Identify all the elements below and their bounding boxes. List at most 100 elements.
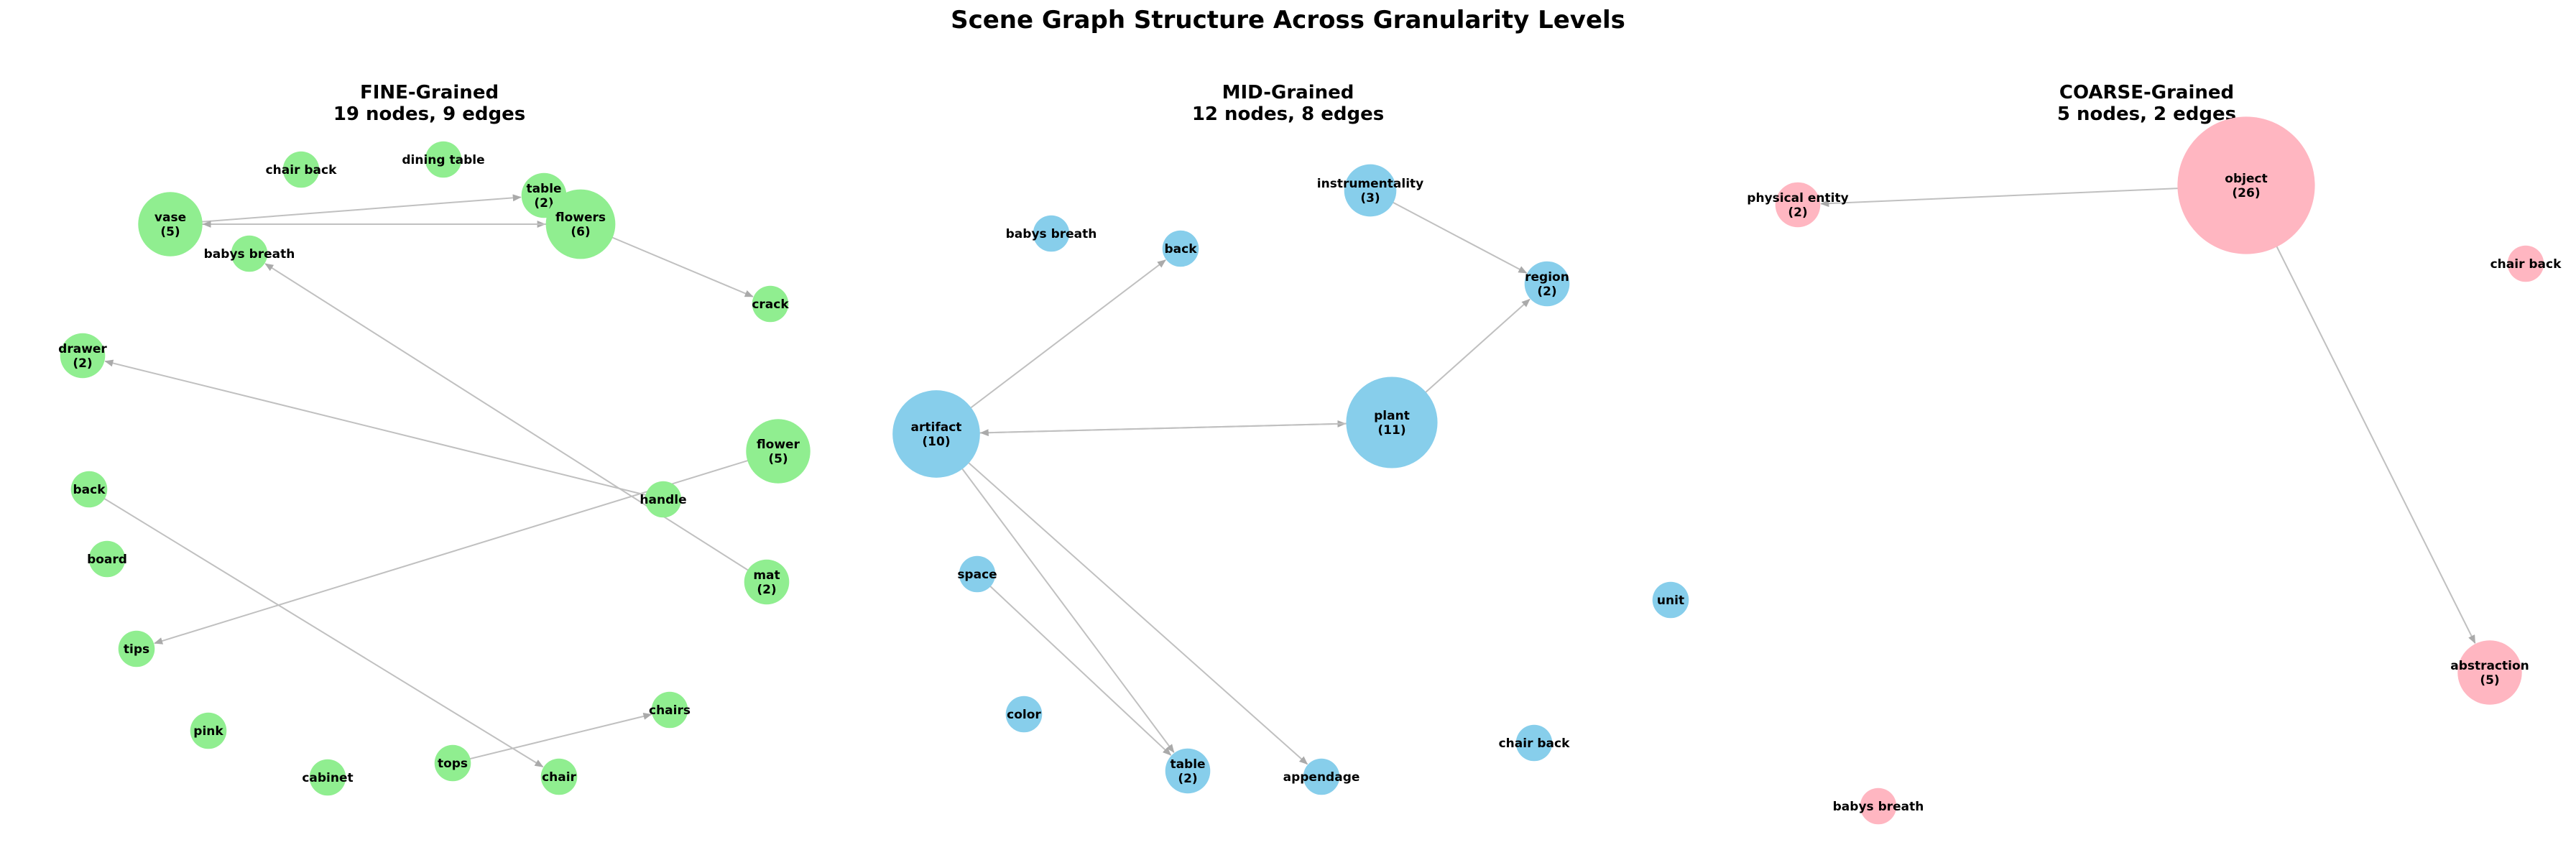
node-label-plant: plant (11)	[1374, 409, 1410, 438]
node-label-chair-back: chair back	[266, 163, 337, 177]
node-circle-chair-back	[1515, 724, 1553, 762]
node-drawer: drawer (2)	[58, 333, 107, 379]
node-mat: mat (2)	[744, 559, 790, 605]
edge-flower-to-tips	[154, 451, 779, 645]
node-object: object (26)	[2177, 116, 2315, 254]
node-label-babys-breath: babys breath	[204, 247, 295, 262]
node-label-mat: mat (2)	[753, 568, 780, 597]
node-label-chairs: chairs	[649, 703, 691, 718]
node-label-unit: unit	[1657, 593, 1684, 608]
node-label-pink: pink	[193, 724, 223, 739]
mid-panel-title: MID-Grained 12 nodes, 8 edges	[859, 82, 1717, 125]
node-chair-back: chair back	[2490, 245, 2562, 282]
node-circle-drawer	[60, 333, 106, 379]
node-back: back	[1162, 230, 1199, 267]
node-label-vase: vase (5)	[154, 211, 186, 239]
coarse-panel-title: COARSE-Grained 5 nodes, 2 edges	[1717, 82, 2576, 125]
node-circle-chairs	[651, 691, 688, 729]
node-instrumentality: instrumentality (3)	[1317, 164, 1423, 217]
node-chair-back: chair back	[266, 151, 337, 188]
node-space: space	[957, 555, 997, 593]
node-circle-abstraction	[2457, 640, 2522, 705]
node-label-babys-breath: babys breath	[1833, 800, 1924, 814]
node-label-drawer: drawer (2)	[58, 342, 107, 371]
node-dining-table: dining table	[402, 141, 485, 178]
node-circle-babys-breath	[1033, 215, 1070, 252]
node-circle-flower	[746, 419, 811, 484]
node-circle-babys-breath	[231, 235, 268, 272]
node-circle-vase	[138, 192, 203, 257]
node-circle-region	[1524, 261, 1570, 307]
node-label-cabinet: cabinet	[302, 771, 353, 785]
edge-instrumentality-to-region	[1370, 190, 1528, 274]
node-label-artifact: artifact (10)	[911, 420, 962, 449]
node-babys-breath: babys breath	[204, 235, 295, 272]
fine-grained-panel: FINE-Grained 19 nodes, 9 edges chair bac…	[0, 0, 859, 850]
node-label-tops: tops	[438, 757, 468, 771]
node-label-chair-back: chair back	[1499, 736, 1570, 751]
node-circle-crack	[752, 285, 789, 323]
edge-handle-to-drawer	[104, 359, 664, 500]
node-circle-handle	[645, 481, 682, 518]
node-circle-plant	[1346, 377, 1438, 468]
edge-plant-to-artifact	[979, 422, 1393, 437]
node-circle-unit	[1652, 581, 1689, 619]
edge-vase-to-table	[170, 194, 522, 225]
node-label-space: space	[957, 568, 997, 582]
node-flowers: flowers (6)	[545, 189, 616, 259]
node-circle-pink	[190, 712, 227, 749]
node-label-appendage: appendage	[1283, 770, 1360, 785]
node-plant: plant (11)	[1346, 377, 1438, 468]
node-circle-table	[1165, 748, 1211, 794]
node-label-board: board	[87, 553, 127, 567]
node-handle: handle	[640, 481, 687, 518]
node-pink: pink	[190, 712, 227, 749]
fine-panel-title-line2: 19 nodes, 9 edges	[333, 103, 526, 125]
node-region: region (2)	[1524, 261, 1570, 307]
node-label-object: object (26)	[2225, 172, 2267, 200]
edge-group	[88, 194, 779, 768]
node-tips: tips	[118, 630, 155, 667]
edge-back-to-chair	[88, 489, 544, 768]
node-babys-breath: babys breath	[1006, 215, 1097, 252]
node-tops: tops	[434, 744, 471, 782]
coarse-panel-title-line2: 5 nodes, 2 edges	[2056, 103, 2237, 125]
mid-panel-title-line2: 12 nodes, 8 edges	[1191, 103, 1385, 125]
node-circle-object	[2177, 116, 2315, 254]
node-label-color: color	[1007, 708, 1041, 722]
edge-artifact-to-table	[936, 433, 1175, 753]
edge-group	[1820, 185, 2476, 645]
edge-object-to-physical-entity	[1820, 185, 2247, 208]
node-label-table: table (2)	[526, 182, 561, 211]
coarse-graph: physical entity (2) object (26) chair back ab…	[1747, 116, 2562, 825]
node-unit: unit	[1652, 581, 1689, 619]
node-label-back: back	[73, 483, 106, 497]
node-appendage: appendage	[1283, 758, 1360, 795]
node-circle-cabinet	[309, 759, 346, 796]
node-circle-back	[1162, 230, 1199, 267]
node-artifact: artifact (10)	[892, 390, 980, 478]
node-label-table: table (2)	[1170, 757, 1205, 786]
node-table: table (2)	[1165, 748, 1211, 794]
node-vase: vase (5)	[138, 192, 203, 257]
node-circle-dining-table	[425, 141, 462, 178]
coarse-grained-panel: COARSE-Grained 5 nodes, 2 edges physical…	[1717, 0, 2576, 850]
node-label-dining-table: dining table	[402, 153, 484, 167]
node-label-back: back	[1164, 242, 1197, 257]
edge-group	[936, 190, 1531, 765]
mid-graph: babys breath back instrumentality (3) region…	[892, 164, 1689, 795]
edge-artifact-to-appendage	[936, 433, 1308, 765]
coarse-panel-title-line1: COARSE-Grained	[2059, 82, 2235, 103]
node-circle-chair-back	[282, 151, 320, 188]
node-color: color	[1005, 696, 1043, 733]
node-circle-tops	[434, 744, 471, 782]
node-circle-physical-entity	[1775, 182, 1821, 228]
fine-panel-title: FINE-Grained 19 nodes, 9 edges	[0, 82, 859, 125]
node-chair: chair	[540, 758, 578, 795]
node-circle-back	[70, 471, 108, 508]
node-label-chair-back: chair back	[2490, 257, 2562, 272]
node-physical-entity: physical entity (2)	[1747, 182, 1849, 228]
node-label-flowers: flowers (6)	[555, 211, 606, 239]
node-circle-mat	[744, 559, 790, 605]
node-circle-flowers	[545, 189, 616, 259]
